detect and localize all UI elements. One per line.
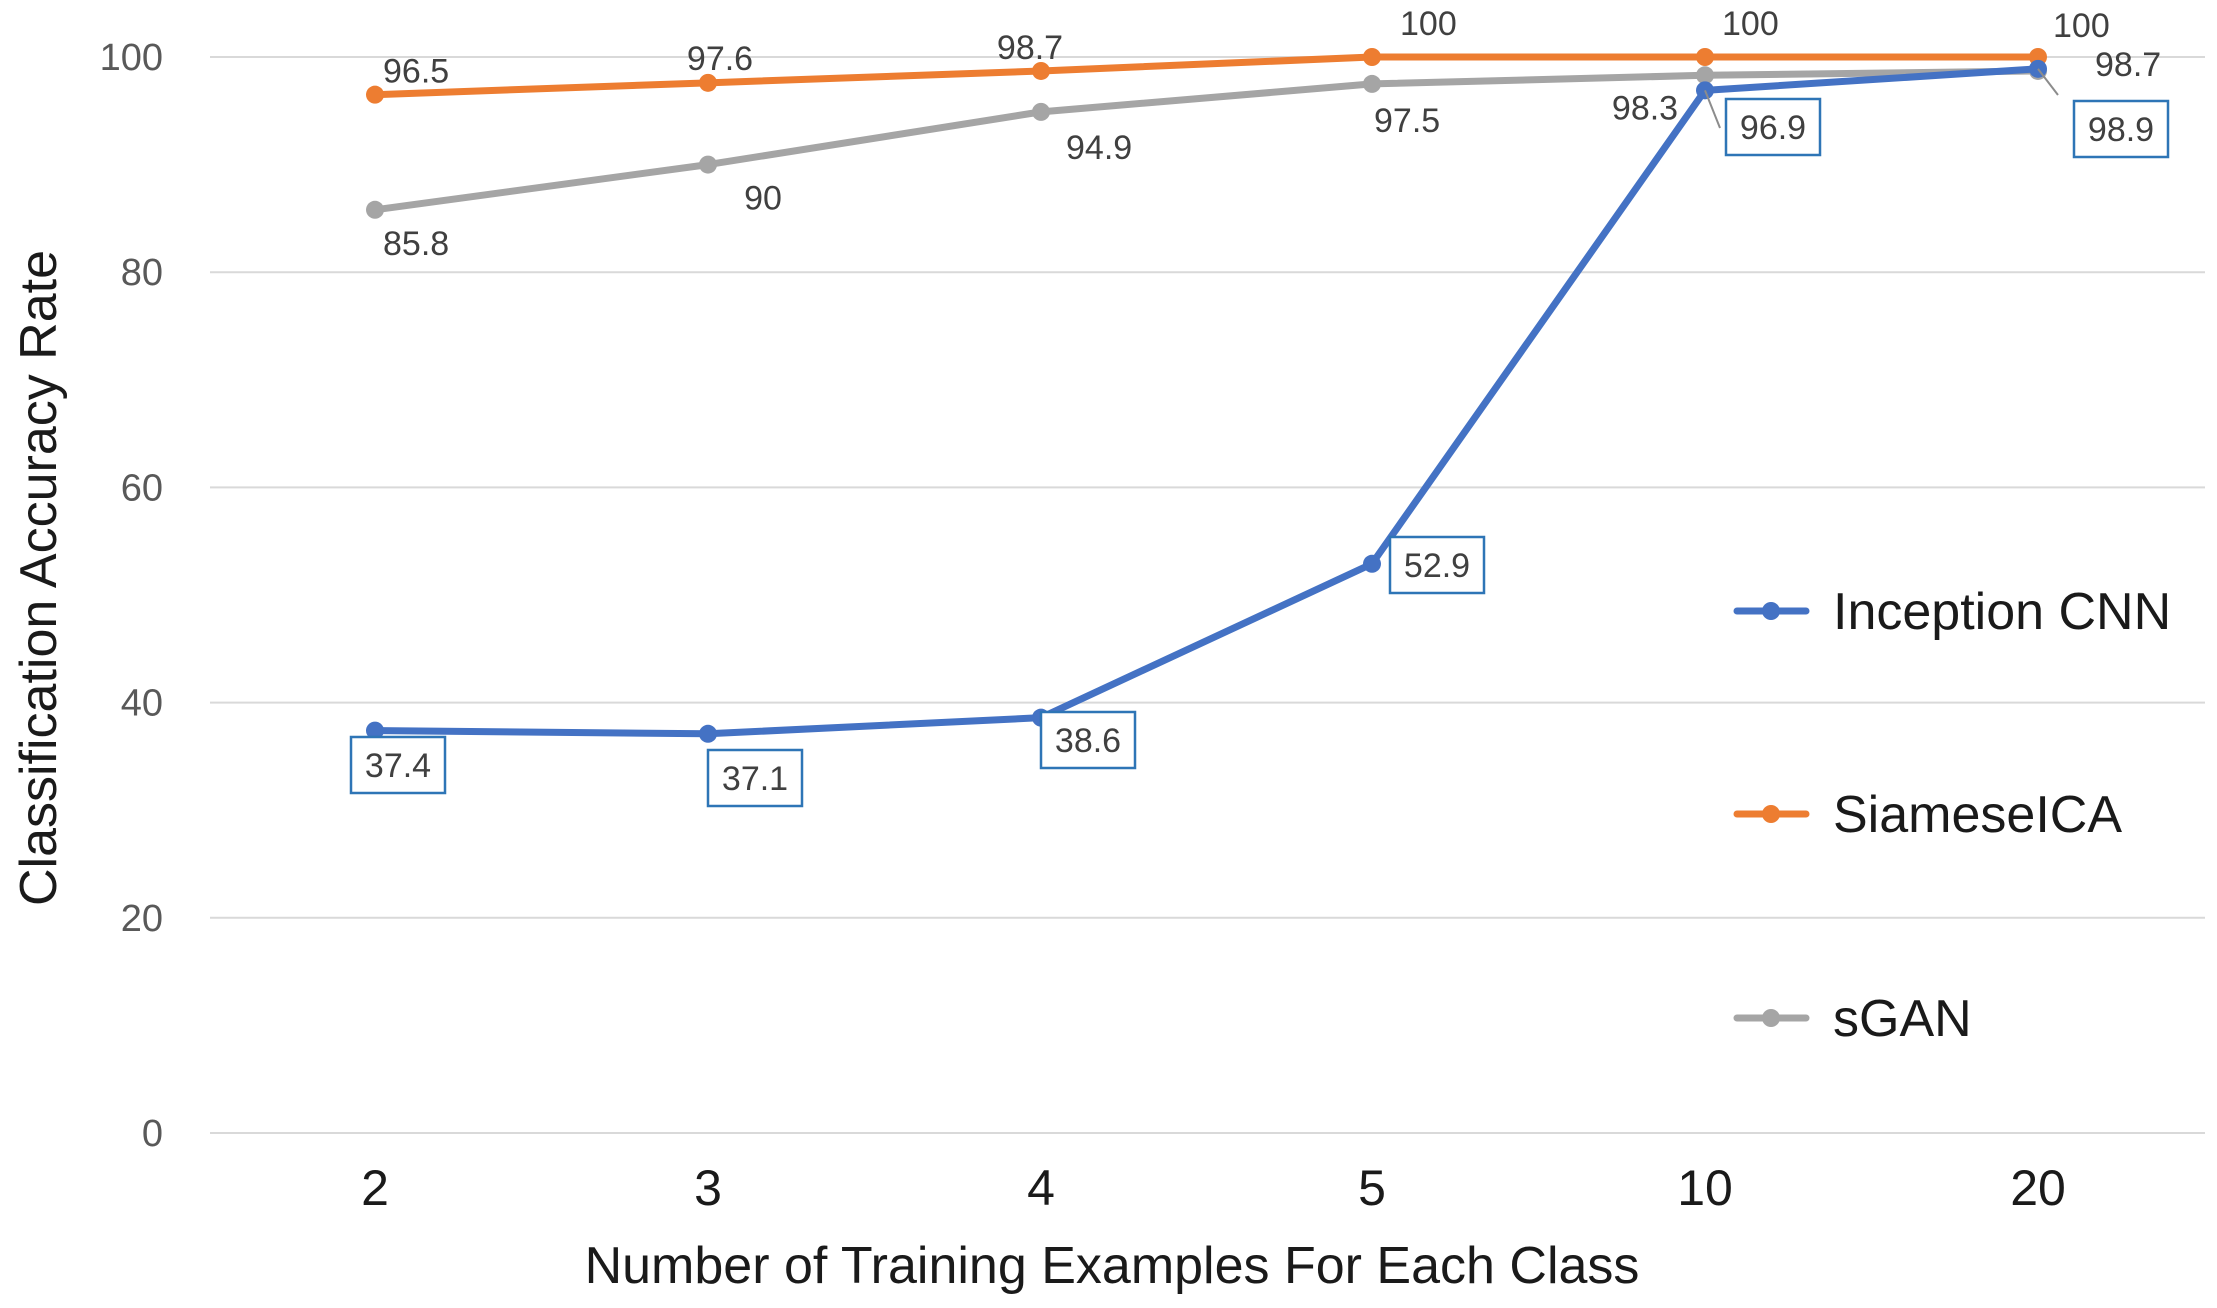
gridlines [210,56,2205,1134]
data-point [1696,48,1714,66]
data-point [1363,74,1381,93]
x-tick-label: 3 [694,1160,722,1216]
data-point [366,85,384,104]
data-point [366,200,384,219]
x-tick-label: 2 [361,1160,389,1216]
data-point [366,721,384,740]
legend-swatch-marker [1762,602,1780,620]
data-point [1363,554,1381,573]
data-label-box [706,748,804,808]
data-point [1032,102,1050,121]
data-point [1363,48,1381,66]
data-label: 98.7 [997,29,1063,67]
data-point [699,724,717,743]
data-label: 100 [1400,5,1457,43]
data-label: 97.6 [687,40,753,78]
data-label: 96.9 [1740,109,1806,147]
data-label-box [349,735,447,795]
data-label: 97.5 [1374,102,1440,140]
data-label-box [2072,99,2170,159]
data-label: 90 [744,180,782,218]
series-line [371,53,2042,99]
x-tick-label: 20 [2010,1160,2066,1216]
leader-line [1704,89,1721,129]
legend-swatch-marker [1762,805,1780,823]
y-axis-title: Classification Accuracy Rate [10,250,68,906]
data-point [1032,61,1050,80]
data-label: 100 [2053,7,2110,45]
legend-label: Inception CNN [1833,583,2171,641]
data-label-box [1724,97,1822,157]
y-tick-label: 0 [142,1113,163,1155]
y-tick-label: 80 [121,252,163,294]
data-label: 52.9 [1404,547,1470,585]
data-label-box [1388,535,1486,595]
data-label-box [1039,710,1137,770]
data-label: 98.3 [1612,89,1678,127]
legend-label: sGAN [1833,990,1972,1048]
data-label: 37.4 [365,747,431,785]
series-line [371,67,2042,214]
data-label: 38.6 [1055,722,1121,760]
y-tick-label: 100 [100,37,163,79]
data-point [1696,66,1714,85]
y-axis-ticks: 0 20 40 60 80 100 [100,37,163,1155]
y-tick-label: 20 [121,898,163,940]
data-label: 94.9 [1066,129,1132,167]
x-tick-label: 4 [1027,1160,1055,1216]
leader-line [2037,68,2059,96]
data-label: 85.8 [383,225,449,263]
data-label: 98.7 [2095,46,2161,84]
data-label: 100 [1722,5,1779,43]
x-tick-label: 5 [1358,1160,1386,1216]
y-tick-label: 40 [121,683,163,725]
x-axis-ticks: 2 3 4 5 10 20 [361,1160,2066,1216]
legend-label: SiameseICA [1833,786,2122,844]
legend-swatch-marker [1762,1009,1780,1027]
series-line [371,65,2042,738]
data-label: 37.1 [722,760,788,798]
y-tick-label: 60 [121,467,163,509]
data-label: 96.5 [383,53,449,91]
legend: Inception CNN SiameseICA sGAN [1733,583,2171,1048]
data-point [699,155,717,174]
data-point [699,73,717,92]
data-label: 98.9 [2088,111,2154,149]
x-axis-title: Number of Training Examples For Each Cla… [585,1237,1640,1295]
x-tick-label: 10 [1677,1160,1733,1216]
